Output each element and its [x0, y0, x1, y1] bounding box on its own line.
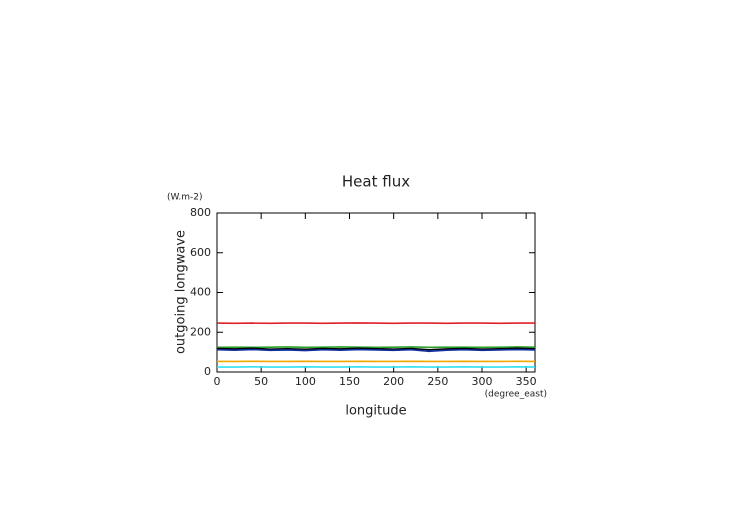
x-tick-label: 350: [516, 375, 537, 388]
y-tick-label: 0: [204, 365, 211, 378]
x-tick-label: 100: [295, 375, 316, 388]
x-tick-label: 150: [339, 375, 360, 388]
data-line: [216, 347, 536, 351]
y-tick-label: 600: [190, 246, 211, 259]
chart-title: Heat flux: [342, 173, 410, 191]
x-axis-label: longitude: [345, 404, 406, 419]
x-unit: (degree_east): [485, 390, 547, 400]
y-unit: (W.m-2): [167, 193, 203, 203]
x-tick-label: 0: [214, 375, 221, 388]
y-axis-label: outgoing longwave: [174, 230, 189, 354]
data-line: [216, 348, 536, 353]
x-tick-label: 50: [254, 375, 268, 388]
x-tick-label: 250: [427, 375, 448, 388]
y-tick-label: 200: [190, 325, 211, 338]
y-tick-label: 400: [190, 286, 211, 299]
y-tick-label: 800: [190, 206, 211, 219]
x-tick-label: 200: [383, 375, 404, 388]
x-tick-label: 300: [472, 375, 493, 388]
